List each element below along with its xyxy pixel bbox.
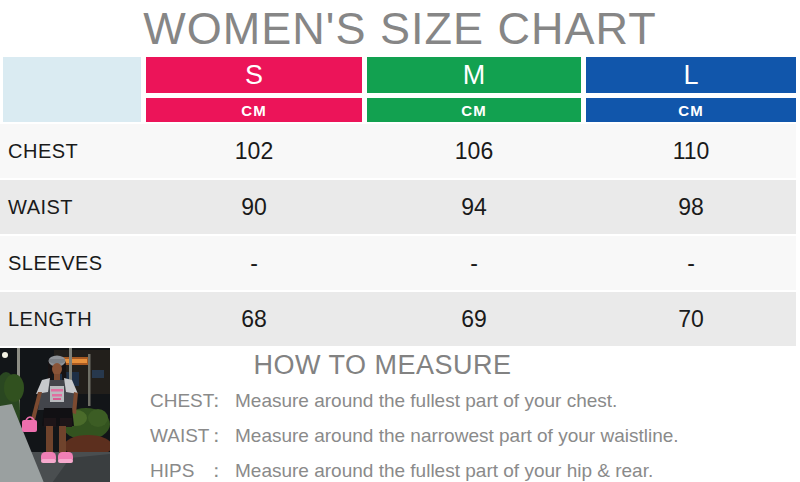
cell-value: 68 — [146, 306, 362, 333]
size-chart-page: WOMEN'S SIZE CHART S M L CM CM CM CHEST … — [0, 0, 800, 482]
row-label: WAIST — [0, 196, 141, 219]
table-row-waist: WAIST 90 94 98 — [0, 180, 796, 234]
cell-value: 90 — [146, 194, 362, 221]
measure-label: CHEST — [150, 390, 207, 411]
unit-cell-s: CM — [146, 98, 362, 122]
table-row-chest: CHEST 102 106 110 — [0, 124, 796, 178]
measure-label: WAIST — [150, 425, 207, 446]
unit-cell-l: CM — [586, 98, 796, 122]
size-header-l: L — [586, 57, 796, 93]
cell-value: 106 — [367, 138, 581, 165]
size-header-m: M — [367, 57, 581, 93]
measure-item-hips: HIPS ： Measure around the fullest part o… — [110, 460, 655, 481]
corner-cell — [3, 57, 141, 122]
measure-label: HIPS — [150, 460, 207, 481]
row-label: SLEEVES — [0, 252, 141, 275]
measure-colon: ： — [207, 425, 226, 446]
table-row-length: LENGTH 68 69 70 — [0, 292, 796, 346]
cell-value: 110 — [586, 138, 796, 165]
cell-value: - — [586, 250, 796, 277]
title-bar: WOMEN'S SIZE CHART — [0, 0, 800, 57]
row-label: LENGTH — [0, 308, 141, 331]
measure-text: Measure around the fullest part of your … — [235, 460, 653, 481]
measure-item-waist: WAIST ： Measure around the narrowest par… — [110, 425, 655, 446]
measure-text: Measure around the fullest part of your … — [235, 390, 617, 411]
unit-cell-m: CM — [367, 98, 581, 122]
row-label: CHEST — [0, 140, 141, 163]
cell-value: - — [146, 250, 362, 277]
measure-colon: ： — [207, 460, 226, 481]
cell-value: 69 — [367, 306, 581, 333]
measure-colon: ： — [207, 390, 226, 411]
size-chart-body: CHEST 102 106 110 WAIST 90 94 98 SLEEVES… — [0, 124, 800, 346]
cell-value: 70 — [586, 306, 796, 333]
how-to-measure-section: HOW TO MEASURE CHEST ： Measure around th… — [0, 348, 800, 482]
how-to-measure-title: HOW TO MEASURE — [110, 351, 655, 381]
cell-value: - — [367, 250, 581, 277]
measure-text: Measure around the narrowest part of you… — [235, 425, 679, 446]
cell-value: 98 — [586, 194, 796, 221]
product-photo — [0, 348, 110, 482]
page-title: WOMEN'S SIZE CHART — [143, 6, 656, 51]
cell-value: 102 — [146, 138, 362, 165]
size-header-s: S — [146, 57, 362, 93]
cell-value: 94 — [367, 194, 581, 221]
size-chart-header: S M L CM CM CM — [3, 57, 796, 122]
table-row-sleeves: SLEEVES - - - — [0, 236, 796, 290]
how-to-measure-block: HOW TO MEASURE CHEST ： Measure around th… — [110, 348, 655, 482]
measure-item-chest: CHEST ： Measure around the fullest part … — [110, 390, 655, 411]
photo-streetlight — [2, 352, 8, 358]
